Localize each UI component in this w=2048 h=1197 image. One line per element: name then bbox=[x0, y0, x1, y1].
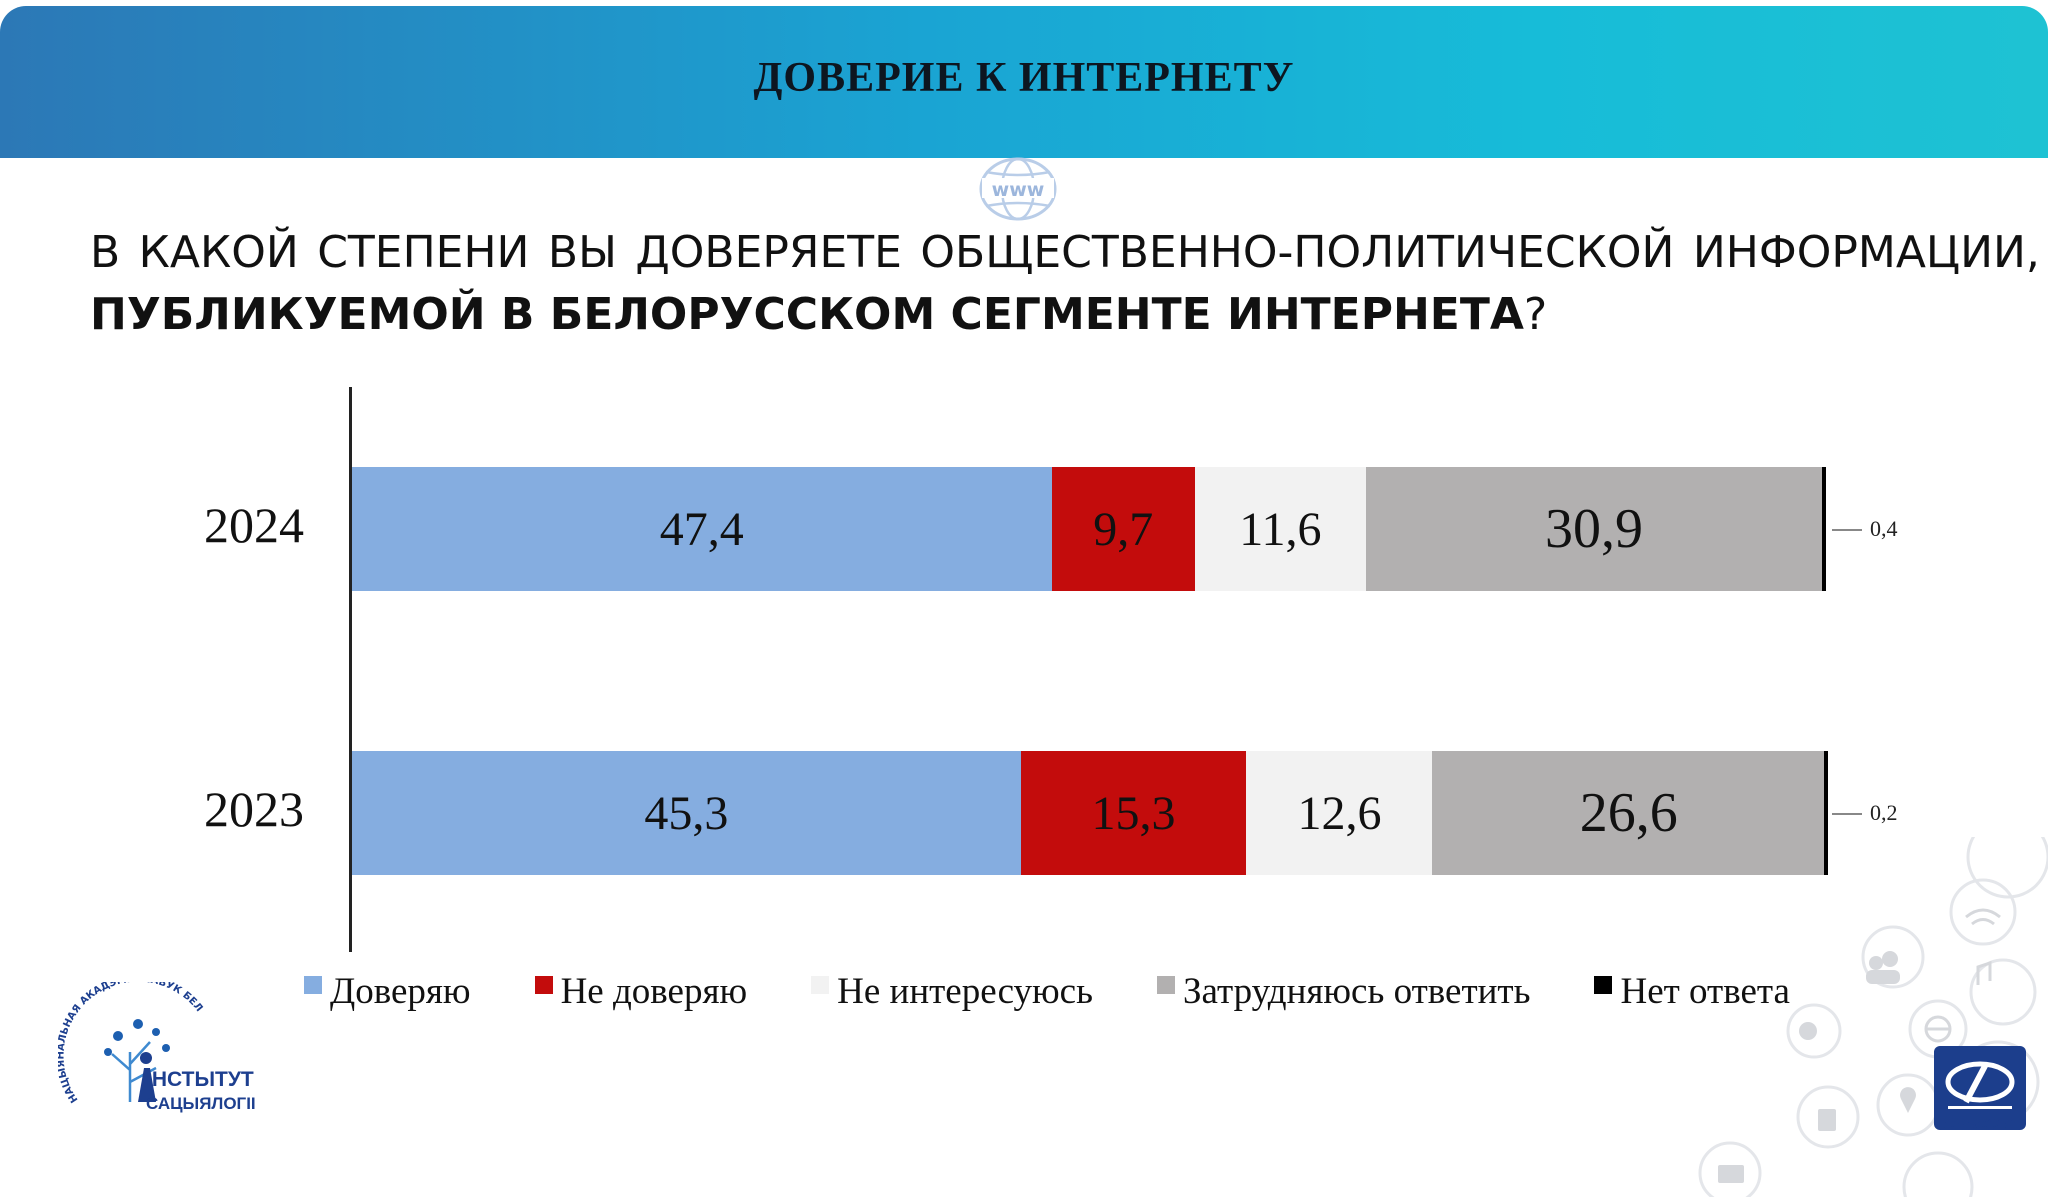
globe-label: www bbox=[992, 179, 1045, 201]
data-label: 47,4 bbox=[659, 502, 744, 556]
logo-institute-line1: ІНСТЫТУТ bbox=[146, 1068, 254, 1091]
legend-label: Нет ответа bbox=[1620, 970, 1790, 1012]
legend-item: Затрудняюсь ответить bbox=[1156, 970, 1531, 1013]
question-word: ОБЩЕСТВЕННО-ПОЛИТИЧЕСКОЙ bbox=[920, 227, 1675, 278]
data-label-no-answer: 0,4 bbox=[1870, 516, 1898, 541]
legend-item: Не доверяю bbox=[534, 970, 748, 1013]
bar-segment-1: 9,7 bbox=[1051, 467, 1195, 591]
question-word: В bbox=[90, 227, 121, 278]
legend-item: Доверяю bbox=[304, 970, 471, 1013]
data-label: 45,3 bbox=[644, 786, 729, 840]
question-word: КАКОЙ bbox=[138, 227, 299, 278]
legend-item: Не интересуюсь bbox=[811, 970, 1093, 1013]
data-label: 15,3 bbox=[1091, 786, 1176, 840]
legend-swatch bbox=[1156, 976, 1175, 994]
data-label-no-answer: 0,2 bbox=[1870, 800, 1898, 825]
logo-institute-line2: САЦЫЯЛОГІІ bbox=[146, 1094, 256, 1113]
no-answer-callout-line bbox=[1832, 813, 1862, 815]
data-label: 9,7 bbox=[1093, 502, 1154, 556]
dom-pressy-logo bbox=[1934, 1046, 2026, 1130]
category-label-2024: 2024 bbox=[204, 497, 304, 553]
question-word: ВЫ bbox=[547, 227, 617, 278]
question-line-2: ПУБЛИКУЕМОЙ В БЕЛОРУССКОМ СЕГМЕНТЕ ИНТЕР… bbox=[90, 284, 2048, 346]
bar-segment-0: 47,4 bbox=[352, 467, 1052, 591]
legend-label: Не доверяю bbox=[560, 970, 748, 1012]
legend-swatch bbox=[811, 976, 830, 994]
question-text: В КАКОЙ СТЕПЕНИ ВЫ ДОВЕРЯЕТЕ ОБЩЕСТВЕННО-ПОЛИ… bbox=[90, 222, 2048, 346]
legend-label: Затрудняюсь ответить bbox=[1182, 970, 1531, 1012]
page-title: ДОВЕРИЕ К ИНТЕРНЕТУ bbox=[753, 55, 1295, 101]
bar-2024: 47,4 9,7 11,6 30,9 bbox=[352, 467, 1828, 591]
data-label: 26,6 bbox=[1579, 782, 1678, 844]
globe-www-icon: www bbox=[979, 157, 1057, 221]
chart-legend: Доверяю Не доверяю Не интересуюсь Затрудняю… bbox=[304, 966, 1790, 1016]
decorative-icon-cloud bbox=[1698, 837, 2048, 1197]
bar-segment-no-answer bbox=[1822, 467, 1827, 591]
bar-segment-no-answer bbox=[1824, 751, 1828, 875]
category-label-2023: 2023 bbox=[204, 781, 304, 837]
bar-segment-3: 26,6 bbox=[1432, 751, 1826, 875]
header-banner: ДОВЕРИЕ К ИНТЕРНЕТУ bbox=[0, 6, 2048, 158]
no-answer-callout-line bbox=[1832, 529, 1862, 531]
bar-2023: 45,3 15,3 12,6 26,6 bbox=[352, 751, 1828, 875]
bar-segment-0: 45,3 bbox=[352, 751, 1021, 875]
question-bold-part: ПУБЛИКУЕМОЙ В БЕЛОРУССКОМ СЕГМЕНТЕ ИНТЕР… bbox=[90, 289, 1524, 340]
bar-segment-3: 30,9 bbox=[1366, 467, 1823, 591]
bar-segment-2: 11,6 bbox=[1194, 467, 1366, 591]
data-label: 11,6 bbox=[1239, 502, 1322, 556]
legend-swatch bbox=[1594, 976, 1613, 994]
question-word: ИНФОРМАЦИИ, bbox=[1692, 227, 2040, 278]
data-label: 12,6 bbox=[1297, 786, 1382, 840]
legend-label: Не интересуюсь bbox=[837, 970, 1093, 1012]
question-word: ДОВЕРЯЕТЕ bbox=[635, 227, 902, 278]
dom-pressy-caption: ПРЕССЫ bbox=[1944, 1116, 2012, 1133]
question-mark: ? bbox=[1523, 289, 1548, 340]
bar-segment-2: 12,6 bbox=[1246, 751, 1433, 875]
chart-y-axis bbox=[349, 387, 352, 952]
bar-segment-1: 15,3 bbox=[1020, 751, 1247, 875]
legend-swatch bbox=[534, 976, 553, 994]
institute-of-sociology-logo: НАЦЫЯНАЛЬНАЯ АКАДЭМІЯ НАВУК БЕЛАРУСІ bbox=[58, 982, 204, 1105]
legend-swatch bbox=[304, 976, 322, 994]
data-label: 30,9 bbox=[1545, 498, 1644, 560]
question-word: СТЕПЕНИ bbox=[317, 227, 530, 278]
legend-item: Нет ответа bbox=[1594, 970, 1790, 1013]
question-line-1: В КАКОЙ СТЕПЕНИ ВЫ ДОВЕРЯЕТЕ ОБЩЕСТВЕННО-ПОЛИ… bbox=[90, 222, 2040, 284]
legend-label: Доверяю bbox=[330, 970, 471, 1012]
